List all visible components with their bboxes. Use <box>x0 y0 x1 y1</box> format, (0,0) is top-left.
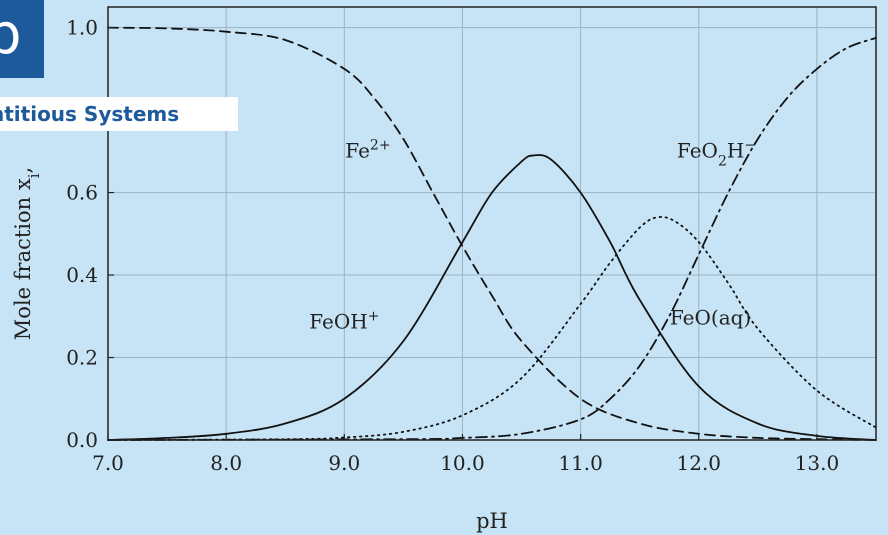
x-tick-label: 12.0 <box>677 451 722 475</box>
annotation-3: FeO(aq) <box>670 306 751 330</box>
x-tick-label: 11.0 <box>558 451 603 475</box>
y-axis-label-suffix: , <box>11 167 35 174</box>
tick-layer: 7.0 8.0 9.0 10.0 11.0 12.0 13.0 0.0 0.2 0.4 0.6 1.0 <box>66 16 839 475</box>
series-layer <box>107 26 877 441</box>
y-tick-label: 0.6 <box>66 181 98 205</box>
y-axis-label: Mole fraction xi, <box>11 167 43 340</box>
y-axis-label-main: Mole fraction x <box>11 178 35 340</box>
y-tick-label: 0.4 <box>66 263 98 287</box>
x-tick-label: 13.0 <box>795 451 840 475</box>
x-tick-label: 7.0 <box>92 451 124 475</box>
x-axis-label: pH <box>476 509 508 533</box>
section-banner: ntitious Systems <box>0 97 238 131</box>
annotation-0: Fe2+ <box>345 138 390 163</box>
y-tick-label: 0.2 <box>66 346 98 370</box>
series-line-1 <box>107 154 877 441</box>
series-line-0 <box>107 26 877 441</box>
chapter-badge: b <box>0 0 44 78</box>
annotation-1: FeO2H− <box>677 138 756 170</box>
x-tick-label: 8.0 <box>210 451 242 475</box>
plot-frame <box>107 6 877 441</box>
series-line-2 <box>107 216 877 441</box>
x-tick-label: 10.0 <box>440 451 485 475</box>
y-axis-label-sub: i <box>25 173 43 178</box>
y-tick-label: 0.0 <box>66 428 98 452</box>
y-tick-label: 1.0 <box>66 16 98 40</box>
annotation-2: FeOH+ <box>309 309 379 334</box>
annotation-layer: Fe2+ FeO2H− FeOH+ FeO(aq) <box>309 138 756 334</box>
x-tick-label: 9.0 <box>328 451 360 475</box>
grid <box>107 7 876 441</box>
series-line-3 <box>107 37 877 441</box>
